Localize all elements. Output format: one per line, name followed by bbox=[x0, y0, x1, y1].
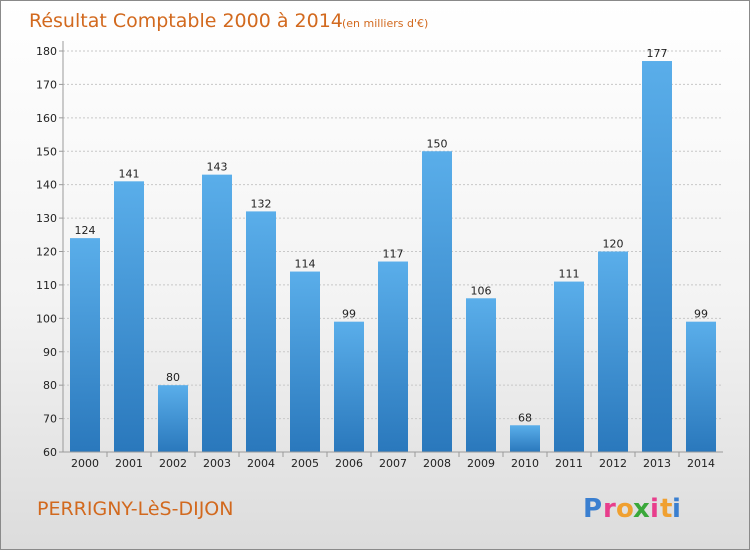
y-tick-label: 120 bbox=[36, 246, 57, 259]
bars bbox=[70, 61, 716, 453]
y-tick-label: 130 bbox=[36, 212, 57, 225]
bar bbox=[510, 425, 540, 452]
y-tick-label: 160 bbox=[36, 112, 57, 125]
bar bbox=[246, 211, 276, 452]
logo-letter: i bbox=[672, 494, 681, 524]
chart-title: Résultat Comptable 2000 à 2014 bbox=[29, 10, 343, 32]
bar bbox=[334, 321, 364, 452]
logo-letter: r bbox=[603, 494, 616, 524]
data-label: 117 bbox=[383, 248, 404, 261]
logo-letter: x bbox=[633, 494, 650, 524]
y-tick-label: 60 bbox=[43, 446, 57, 459]
data-label: 68 bbox=[518, 411, 532, 424]
x-tick-label: 2005 bbox=[291, 457, 319, 470]
data-label: 111 bbox=[559, 268, 580, 281]
bar bbox=[70, 238, 100, 452]
data-label: 143 bbox=[207, 161, 228, 174]
y-tick-label: 140 bbox=[36, 179, 57, 192]
y-tick-label: 100 bbox=[36, 312, 57, 325]
bar bbox=[290, 271, 320, 452]
y-axis-ticks: 60 70 80 90 100 110 120 130 140 150 160 170 180 bbox=[36, 45, 63, 459]
x-tick-label: 2001 bbox=[115, 457, 143, 470]
bar bbox=[378, 261, 408, 452]
x-tick-label: 2012 bbox=[599, 457, 627, 470]
bar bbox=[598, 251, 628, 452]
value-labels: 124 141 80 143 132 114 99 117 150 106 68 111 120 177 9… bbox=[75, 47, 709, 424]
chart-subtitle: (en milliers d'€) bbox=[342, 17, 428, 30]
logo-letter: i bbox=[650, 494, 659, 524]
y-tick-label: 80 bbox=[43, 379, 57, 392]
x-tick-label: 2002 bbox=[159, 457, 187, 470]
x-tick-label: 2013 bbox=[643, 457, 671, 470]
data-label: 120 bbox=[603, 238, 624, 251]
bar bbox=[114, 181, 144, 452]
bar bbox=[466, 298, 496, 452]
data-label: 80 bbox=[166, 371, 180, 384]
logo-letter: t bbox=[660, 494, 672, 524]
bar bbox=[158, 385, 188, 452]
data-label: 114 bbox=[295, 258, 316, 271]
x-tick-label: 2011 bbox=[555, 457, 583, 470]
x-tick-label: 2010 bbox=[511, 457, 539, 470]
y-tick-label: 110 bbox=[36, 279, 57, 292]
x-tick-label: 2008 bbox=[423, 457, 451, 470]
x-tick-label: 2004 bbox=[247, 457, 275, 470]
data-label: 106 bbox=[471, 284, 492, 297]
x-tick-label: 2006 bbox=[335, 457, 363, 470]
data-label: 124 bbox=[75, 224, 96, 237]
y-tick-label: 90 bbox=[43, 346, 57, 359]
y-tick-label: 180 bbox=[36, 45, 57, 58]
bar bbox=[554, 281, 584, 452]
bar bbox=[202, 174, 232, 452]
x-axis-ticks: 2000 2001 2002 2003 2004 2005 2006 2007 2008 2009… bbox=[71, 452, 715, 470]
x-tick-label: 2003 bbox=[203, 457, 231, 470]
y-tick-label: 150 bbox=[36, 145, 57, 158]
data-label: 150 bbox=[427, 137, 448, 150]
x-tick-label: 2014 bbox=[687, 457, 715, 470]
data-label: 141 bbox=[119, 167, 140, 180]
x-tick-label: 2007 bbox=[379, 457, 407, 470]
data-label: 99 bbox=[342, 308, 356, 321]
data-label: 177 bbox=[647, 47, 668, 60]
data-label: 99 bbox=[694, 308, 708, 321]
logo-letter: P bbox=[583, 494, 602, 524]
y-tick-label: 170 bbox=[36, 78, 57, 91]
bar bbox=[422, 151, 452, 452]
commune-name: PERRIGNY-LèS-DIJON bbox=[37, 498, 233, 520]
bar bbox=[642, 61, 672, 453]
data-label: 132 bbox=[251, 197, 272, 210]
bar bbox=[686, 321, 716, 452]
x-tick-label: 2000 bbox=[71, 457, 99, 470]
y-tick-label: 70 bbox=[43, 413, 57, 426]
logo-letter: o bbox=[616, 494, 634, 524]
x-tick-label: 2009 bbox=[467, 457, 495, 470]
